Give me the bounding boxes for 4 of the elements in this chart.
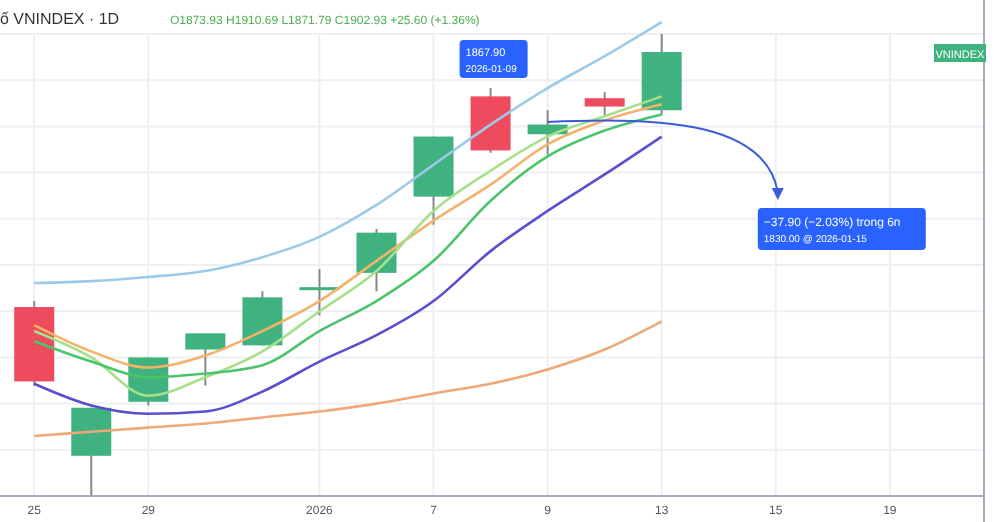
candlestick (185, 332, 226, 387)
chart-title: ố VNINDEX · 1D (0, 10, 120, 28)
candlestick (584, 91, 625, 118)
candlestick (299, 268, 340, 317)
